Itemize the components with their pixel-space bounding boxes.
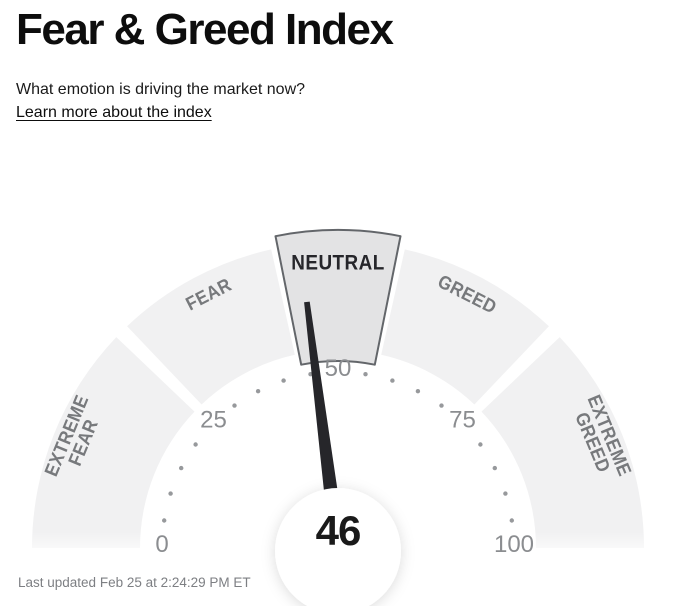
tick-label-75: 75: [449, 407, 476, 434]
tick-dot-65: [415, 389, 421, 394]
tick-dot-95: [509, 518, 514, 523]
gauge-center-disc: [275, 488, 401, 606]
tick-dot-30: [232, 403, 237, 408]
tick-label-0: 0: [155, 531, 168, 558]
segment-label-neutral: NEUTRAL: [291, 252, 384, 275]
subtitle: What emotion is driving the market now?: [16, 81, 306, 98]
tick-dot-15: [179, 465, 184, 471]
gauge-canvas: EXTREMEFEARFEARNEUTRALGREEDEXTREMEGREED0…: [0, 229, 677, 606]
page-title: Fear & Greed Index: [16, 5, 394, 54]
tick-dot-35: [255, 389, 261, 394]
segment-fear: [127, 249, 295, 405]
tick-label-100: 100: [494, 531, 534, 558]
fear-greed-gauge: EXTREMEFEAR FEAR NEUTRAL GREED EXTREMEGREED 0…: [0, 216, 677, 606]
tick-label-25: 25: [200, 407, 227, 434]
segment-extreme-fear: [32, 337, 195, 548]
tick-dot-55: [363, 372, 368, 377]
tick-dot-5: [162, 518, 167, 523]
tick-dot-20: [193, 442, 198, 447]
tick-dot-70: [439, 403, 444, 408]
segment-greed: [381, 249, 549, 405]
tick-dot-90: [503, 491, 508, 496]
segment-extreme-greed: [481, 337, 644, 548]
gauge-value: 46: [315, 507, 362, 554]
gauge-needle: [304, 301, 346, 549]
tick-dot-85: [492, 465, 497, 471]
tick-dot-10: [168, 491, 173, 496]
segment-neutral: [274, 229, 402, 366]
last-updated-text: Last updated Feb 25 at 2:24:29 PM ET: [18, 575, 251, 590]
tick-dot-80: [478, 442, 483, 447]
tick-dot-60: [390, 378, 395, 383]
tick-label-50: 50: [325, 355, 352, 382]
learn-more-link[interactable]: Learn more about the index: [16, 104, 212, 121]
tick-dot-40: [281, 378, 286, 383]
